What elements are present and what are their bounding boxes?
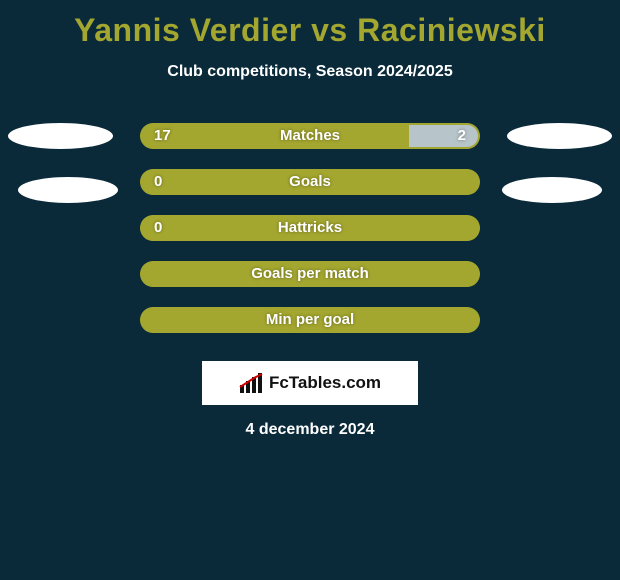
stat-row: Matches17 2: [0, 113, 620, 159]
stat-value-left: 17: [154, 123, 171, 149]
stat-value-left: 0: [154, 169, 162, 195]
stat-label: Matches: [140, 123, 480, 149]
logo-text: FcTables.com: [269, 373, 381, 393]
stat-bar: Goals0: [140, 169, 480, 195]
stat-value-left: 0: [154, 215, 162, 241]
stat-row: Goals0: [0, 159, 620, 205]
stat-bar: Min per goal: [140, 307, 480, 333]
logo-box: FcTables.com: [202, 361, 418, 405]
stat-label: Min per goal: [140, 307, 480, 333]
stat-row: Hattricks0: [0, 205, 620, 251]
date: 4 december 2024: [0, 421, 620, 439]
subtitle: Club competitions, Season 2024/2025: [0, 63, 620, 81]
stat-bar: Matches17 2: [140, 123, 480, 149]
page-title: Yannis Verdier vs Raciniewski: [0, 0, 620, 49]
stat-bar: Goals per match: [140, 261, 480, 287]
stat-label: Goals per match: [140, 261, 480, 287]
stat-label: Goals: [140, 169, 480, 195]
comparison-infographic: Yannis Verdier vs Raciniewski Club compe…: [0, 0, 620, 580]
stat-row: Min per goal: [0, 297, 620, 343]
bars-icon: [239, 373, 265, 393]
stat-bar: Hattricks0: [140, 215, 480, 241]
stat-rows: Matches172Goals0Hattricks0Goals per matc…: [0, 113, 620, 343]
stat-row: Goals per match: [0, 251, 620, 297]
stat-value-right: 2: [458, 123, 466, 149]
stat-label: Hattricks: [140, 215, 480, 241]
